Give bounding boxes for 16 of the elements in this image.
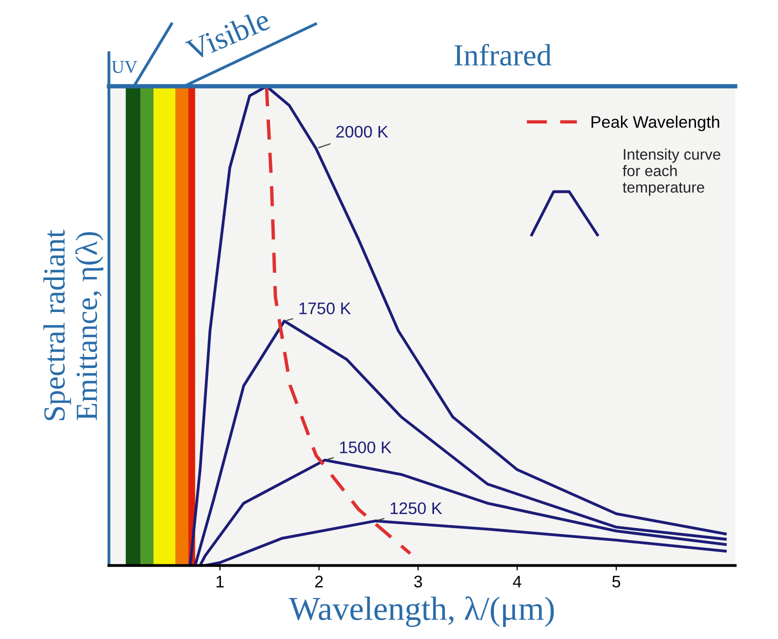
text: Infrared [454,44,552,66]
series-label: 1500 K [340,442,392,454]
text: UV [112,61,138,74]
legend-label: Peak Wavelength [592,116,720,132]
y-axis-title: Spectral radiant Emittance, η(λ) [43,230,104,420]
annotation: Intensity curve for each temperature [622,148,720,196]
series-label: 2000 K [336,126,388,138]
x-tick-label: 1 [216,576,224,588]
x-tick-label: 2 [315,576,323,588]
x-tick-label: 5 [612,576,620,588]
x-tick-label: 3 [414,576,422,588]
x-tick-label: 4 [512,576,522,588]
text: Visible [184,8,272,62]
series-label: 1250 K [390,502,442,514]
series-label: 1750 K [299,302,351,314]
x-axis-title: Wavelength, λ/(μm) [288,596,554,627]
